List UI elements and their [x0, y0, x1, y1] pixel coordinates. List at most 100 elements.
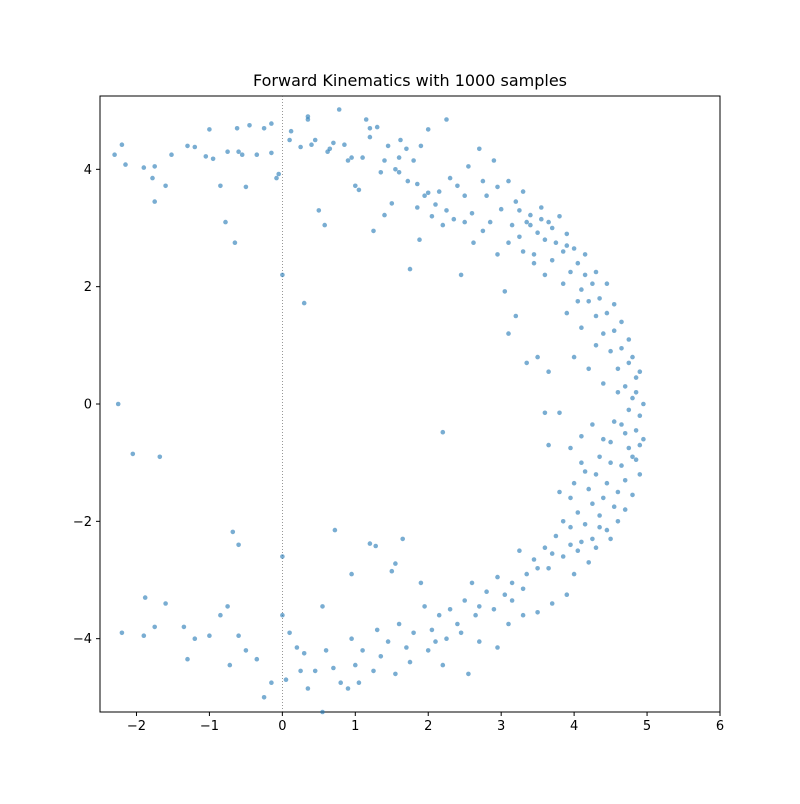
scatter-point	[633, 428, 639, 433]
scatter-point	[119, 630, 125, 636]
scatter-point	[367, 126, 373, 131]
scatter-point	[498, 206, 504, 212]
scatter-point	[590, 536, 595, 542]
scatter-point	[582, 522, 588, 527]
scatter-point	[597, 454, 602, 460]
scatter-point	[152, 199, 157, 204]
scatter-point	[280, 272, 285, 278]
y-axis-ticks: −4 −2 0 2 4	[73, 163, 100, 647]
scatter-point	[509, 598, 515, 603]
scatter-point	[393, 561, 398, 566]
scatter-point	[630, 395, 635, 401]
scatter-point	[301, 651, 307, 656]
scatter-point	[425, 190, 431, 196]
scatter-point	[549, 601, 555, 606]
scatter-point	[597, 513, 602, 518]
scatter-point	[553, 533, 559, 539]
scatter-point	[615, 489, 621, 495]
scatter-point	[495, 645, 500, 650]
scatter-point	[619, 346, 624, 351]
scatter-point	[531, 252, 537, 257]
scatter-point	[305, 117, 311, 122]
scatter-point	[425, 127, 431, 132]
scatter-point	[517, 208, 522, 213]
scatter-point	[586, 366, 591, 372]
scatter-point	[462, 193, 468, 198]
scatter-point	[163, 601, 168, 606]
scatter-point	[254, 656, 260, 662]
scatter-point	[484, 193, 489, 198]
scatter-point	[633, 457, 639, 463]
scatter-point	[546, 442, 551, 448]
scatter-point	[568, 524, 573, 530]
scatter-point	[203, 154, 209, 159]
scatter-point	[517, 234, 522, 240]
scatter-point	[557, 489, 562, 495]
scatter-point	[571, 571, 577, 577]
scatter-point	[549, 225, 555, 231]
scatter-point	[506, 240, 511, 245]
scatter-point	[637, 369, 643, 375]
scatter-point	[429, 627, 435, 633]
scatter-point	[415, 181, 420, 187]
scatter-point	[542, 237, 548, 242]
scatter-point	[298, 668, 303, 674]
scatter-point	[301, 300, 307, 306]
scatter-point	[389, 568, 395, 574]
scatter-point	[626, 337, 632, 342]
scatter-point	[269, 150, 274, 156]
scatter-point	[575, 260, 581, 266]
scatter-point	[535, 230, 540, 235]
scatter-point	[539, 216, 544, 222]
scatter-point	[312, 137, 318, 143]
scatter-point	[575, 299, 581, 304]
scatter-point	[378, 170, 384, 175]
scatter-point	[400, 536, 406, 542]
scatter-point	[398, 137, 403, 143]
scatter-point	[564, 243, 570, 248]
scatter-point	[524, 360, 529, 366]
scatter-point	[513, 199, 519, 204]
x-tick-label: 4	[570, 719, 578, 734]
scatter-point	[331, 140, 336, 146]
scatter-point	[531, 557, 537, 562]
scatter-point	[440, 222, 446, 228]
scatter-point	[466, 671, 471, 677]
scatter-point	[429, 214, 435, 219]
scatter-point	[582, 469, 588, 474]
scatter-point	[480, 178, 486, 184]
scatter-point	[601, 495, 606, 501]
scatter-point	[528, 212, 533, 218]
x-tick-label: 6	[716, 719, 724, 734]
scatter-point	[287, 630, 292, 636]
scatter-point	[458, 630, 464, 636]
scatter-point	[418, 580, 424, 586]
scatter-point	[225, 604, 230, 609]
scatter-point	[141, 165, 147, 170]
x-tick-label: −1	[200, 719, 219, 734]
scatter-point	[305, 686, 311, 691]
scatter-point	[524, 571, 529, 577]
scatter-point	[608, 460, 613, 466]
scatter-point	[571, 246, 577, 251]
scatter-point	[506, 178, 511, 184]
scatter-point	[322, 222, 328, 228]
scatter-points	[112, 107, 646, 715]
scatter-point	[560, 554, 566, 559]
scatter-point	[539, 205, 544, 210]
scatter-point	[411, 158, 416, 163]
scatter-point	[294, 645, 300, 650]
scatter-point	[236, 633, 241, 638]
scatter-point	[571, 354, 577, 360]
scatter-point	[641, 436, 646, 442]
scatter-point	[243, 648, 249, 653]
scatter-point	[243, 184, 249, 190]
scatter-point	[338, 680, 344, 685]
scatter-point	[298, 144, 303, 150]
scatter-point	[579, 434, 584, 439]
scatter-point	[630, 454, 635, 460]
scatter-point	[112, 152, 117, 157]
scatter-point	[487, 219, 493, 225]
scatter-point	[280, 612, 285, 618]
scatter-point	[396, 170, 402, 175]
